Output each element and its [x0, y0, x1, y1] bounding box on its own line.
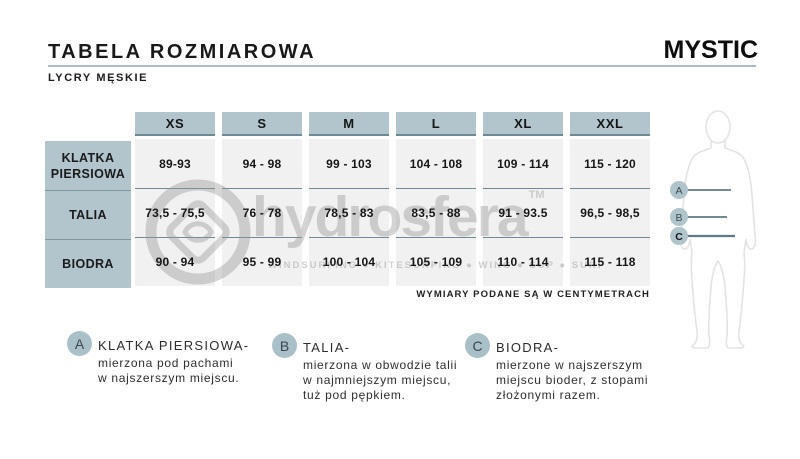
row-label-waist: TALIA [45, 190, 131, 239]
marker-label-b: B [675, 212, 682, 224]
body-measurement-figure: A B C [655, 103, 775, 353]
body-silhouette-icon: A B C [670, 110, 757, 349]
col-header-xxl: XXL [570, 112, 650, 136]
legend-line: tuż pod pępkiem. [303, 388, 406, 402]
table-row-labels: KLATKA PIERSIOWA TALIA BIODRA [45, 141, 131, 288]
legend-marker-b: B [272, 333, 297, 358]
size-column-s: S 94 - 98 76 - 78 95 - 99 [222, 112, 302, 286]
col-header-m: M [309, 112, 389, 136]
table-cell: 78,5 - 83 [309, 188, 389, 237]
col-header-l: L [396, 112, 476, 136]
col-header-xs: XS [135, 112, 215, 136]
table-cell: 76 - 78 [222, 188, 302, 237]
table-cell: 94 - 98 [222, 139, 302, 188]
marker-circle-b [670, 208, 688, 226]
legend-line: mierzone w najszerszym [496, 358, 643, 372]
size-column-xl: XL 109 - 114 91 - 93.5 110 - 114 [483, 112, 563, 286]
table-cell: 100 - 104 [309, 237, 389, 286]
page-subtitle: LYCRY MĘSKIE [48, 72, 149, 84]
table-cell: 96,5 - 98,5 [570, 188, 650, 237]
table-cell: 91 - 93.5 [483, 188, 563, 237]
size-column-xxl: XXL 115 - 120 96,5 - 98,5 115 - 118 [570, 112, 650, 286]
hydrosfera-watermark: hydrosfera TM WINDSURFING ● KITESURFING ●… [140, 172, 640, 285]
legend-line: mierzona w obwodzie talii [303, 358, 458, 372]
table-cell: 99 - 103 [309, 139, 389, 188]
table-cell: 110 - 114 [483, 237, 563, 286]
table-cell: 105 - 109 [396, 237, 476, 286]
table-cell: 95 - 99 [222, 237, 302, 286]
legend-marker-c: C [465, 333, 490, 358]
table-cell: 90 - 94 [135, 237, 215, 286]
units-note: WYMIARY PODANE SĄ W CENTYMETRACH [416, 289, 650, 300]
legend-title-waist: TALIA- [303, 340, 351, 355]
table-cell: 73,5 - 75,5 [135, 188, 215, 237]
marker-circle-c [670, 227, 688, 245]
marker-label-a: A [675, 185, 682, 197]
legend-line: w najmniejszym miejscu, [303, 373, 452, 387]
col-header-xl: XL [483, 112, 563, 136]
table-cell: 115 - 120 [570, 139, 650, 188]
legend-item-waist: B TALIA- mierzona w obwodzie talii w naj… [272, 333, 472, 403]
marker-label-c: C [675, 231, 683, 243]
legend-item-hips: C BIODRA- mierzone w najszerszym miejscu… [465, 333, 680, 403]
table-cell: 89-93 [135, 139, 215, 188]
size-column-l: L 104 - 108 83,5 - 88 105 - 109 [396, 112, 476, 286]
legend-item-chest: A KLATKA PIERSIOWA- mierzona pod pachami… [67, 331, 267, 386]
legend-title-hips: BIODRA- [496, 340, 560, 355]
legend-line: miejscu bioder, z stopami [496, 373, 649, 387]
legend-line: w najszerszym miejscu. [98, 371, 240, 385]
marker-circle-a [670, 181, 688, 199]
size-column-xs: XS 89-93 73,5 - 75,5 90 - 94 [135, 112, 215, 286]
size-column-m: M 99 - 103 78,5 - 83 100 - 104 [309, 112, 389, 286]
legend-marker-a: A [67, 331, 92, 356]
legend-line: mierzona pod pachami [98, 356, 234, 370]
table-cell: 109 - 114 [483, 139, 563, 188]
col-header-s: S [222, 112, 302, 136]
page-title: TABELA ROZMIAROWA [48, 41, 317, 63]
legend-line: złożonymi razem. [496, 388, 601, 402]
title-underline [48, 65, 756, 67]
table-cell: 115 - 118 [570, 237, 650, 286]
row-label-hips: BIODRA [45, 239, 131, 288]
mystic-brand-logo: MYSTIC [663, 36, 758, 64]
legend-title-chest: KLATKA PIERSIOWA- [98, 338, 250, 353]
row-label-chest: KLATKA PIERSIOWA [50, 150, 126, 181]
table-cell: 104 - 108 [396, 139, 476, 188]
table-cell: 83,5 - 88 [396, 188, 476, 237]
